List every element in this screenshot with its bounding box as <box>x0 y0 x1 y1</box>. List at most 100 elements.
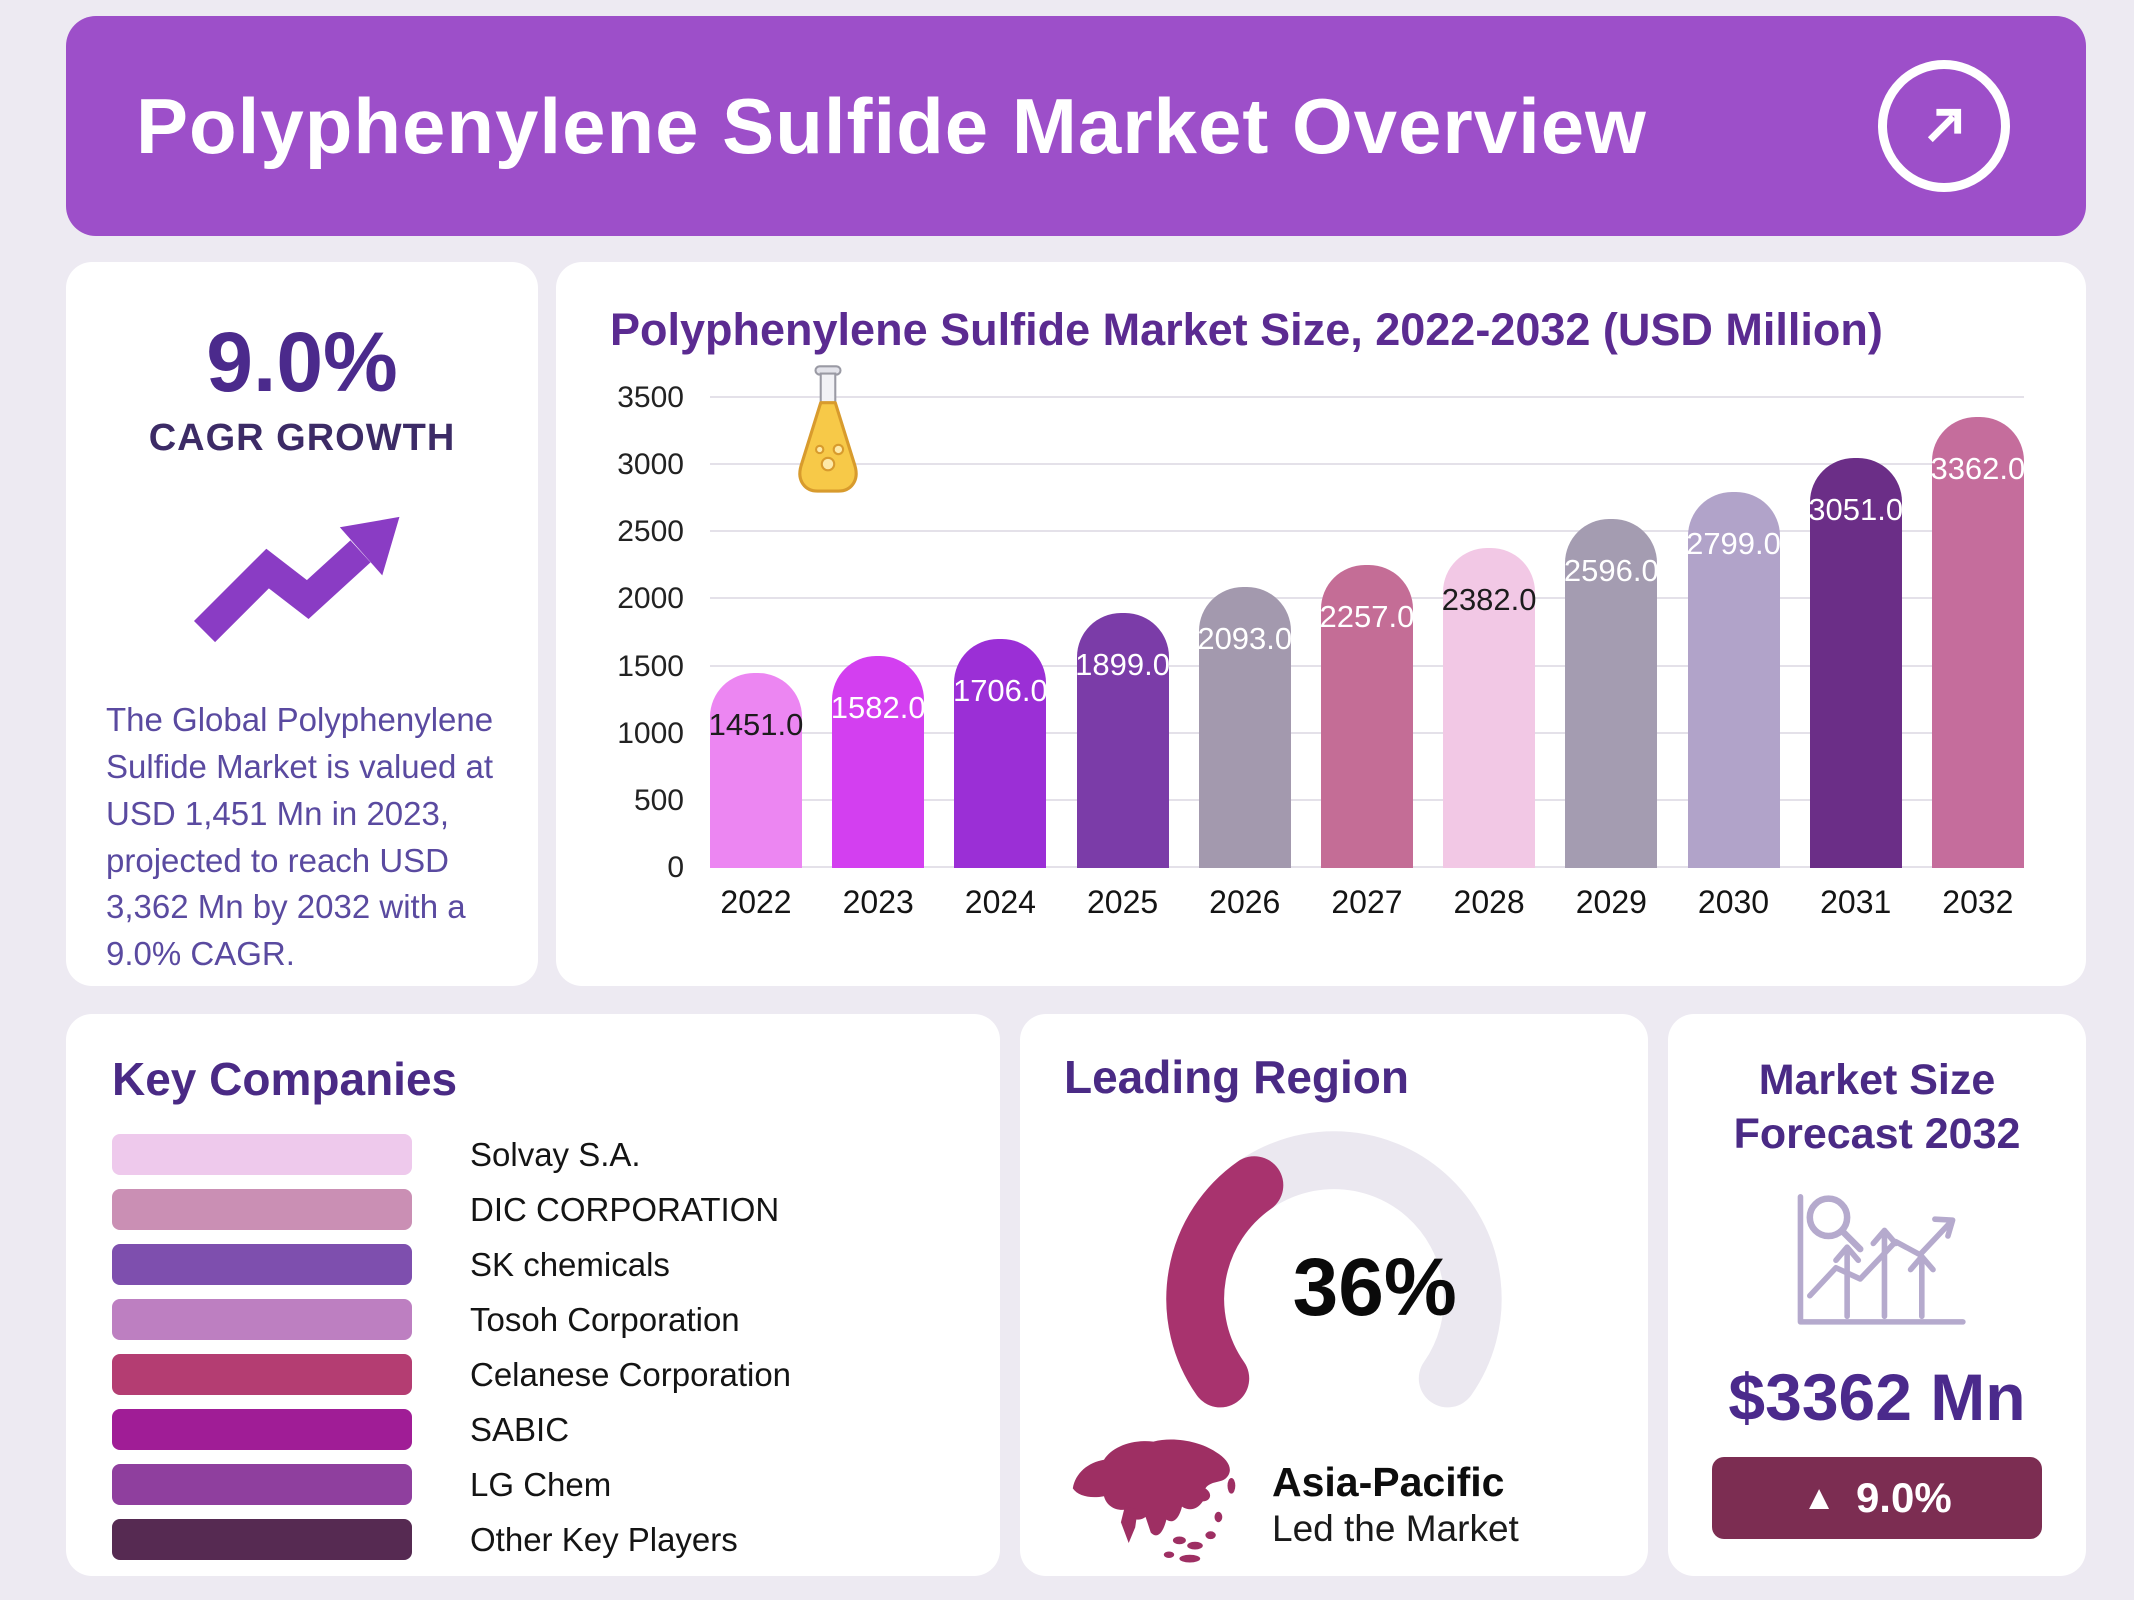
company-row: SABIC <box>112 1409 954 1450</box>
company-name: Other Key Players <box>470 1520 738 1558</box>
company-name: LG Chem <box>470 1465 612 1503</box>
x-tick-label: 2028 <box>1453 884 1525 920</box>
company-name: DIC CORPORATION <box>470 1190 780 1228</box>
company-color-bar <box>112 1299 412 1340</box>
cagr-description: The Global Polyphenylene Sulfide Market … <box>106 701 494 973</box>
x-tick-label: 2025 <box>1086 884 1159 920</box>
trending-up-arrow-icon <box>193 516 400 643</box>
company-color-bar <box>112 1409 412 1450</box>
company-row: Tosoh Corporation <box>112 1299 954 1340</box>
bar-value-label: 1706.0 <box>952 672 1048 708</box>
bar-2028: 2382.0 <box>1442 548 1537 868</box>
forecast-title: Market Size Forecast 2032 <box>1733 1056 2021 1158</box>
region-share-gauge: 36% <box>1112 1110 1556 1428</box>
x-tick-label: 2027 <box>1331 884 1403 920</box>
company-color-bar <box>112 1134 412 1175</box>
growth-badge: ▲ 9.0% <box>1712 1456 2042 1539</box>
gridline <box>710 463 2024 466</box>
y-tick-label: 1000 <box>617 716 684 750</box>
leading-region-card: Leading Region 36% Asia-Pacific Led the … <box>1020 1014 1648 1576</box>
bar-value-label: 1899.0 <box>1075 647 1170 682</box>
company-row: Celanese Corporation <box>112 1354 954 1395</box>
forecast-card: Market Size Forecast 2032 $3362 Mn ▲ 9.0… <box>1668 1014 2086 1576</box>
key-companies-title: Key Companies <box>112 1053 458 1105</box>
company-name: Celanese Corporation <box>470 1355 792 1393</box>
gauge-svg <box>1166 1131 1502 1408</box>
y-tick-label: 2500 <box>617 515 684 549</box>
y-tick-label: 3500 <box>617 381 684 414</box>
company-row: SK chemicals <box>112 1244 954 1285</box>
x-tick-label: 2029 <box>1575 884 1647 920</box>
gauge-fill <box>1166 1156 1284 1408</box>
bar-2024: 1706.0 <box>953 638 1048 868</box>
chart-y-axis: 0 500 1000 1500 2000 2500 3000 3500 <box>610 381 698 884</box>
chart-title: Polyphenylene Sulfide Market Size, 2022-… <box>610 304 1883 355</box>
market-size-chart-card: Polyphenylene Sulfide Market Size, 2022-… <box>556 262 2086 986</box>
external-link-button[interactable] <box>1878 60 2010 192</box>
bar-value-label: 2799.0 <box>1686 526 1781 562</box>
gridline <box>710 530 2024 533</box>
bar-value-label: 2257.0 <box>1319 598 1415 634</box>
region-name: Asia-Pacific <box>1272 1458 1505 1505</box>
x-tick-label: 2031 <box>1820 884 1892 920</box>
bar-value-label: 2382.0 <box>1441 582 1537 618</box>
bar-value-label: 1582.0 <box>830 689 926 725</box>
company-row: LG Chem <box>112 1464 954 1505</box>
company-color-bar <box>112 1189 412 1230</box>
company-row: DIC CORPORATION <box>112 1189 954 1230</box>
y-tick-label: 1500 <box>617 649 684 683</box>
x-tick-label: 2022 <box>720 884 792 920</box>
x-tick-label: 2024 <box>964 884 1036 920</box>
company-row: Solvay S.A. <box>112 1134 954 1175</box>
bar-2026: 2093.0 <box>1197 586 1292 868</box>
key-companies-card: Key Companies Solvay S.A. DIC CORPORATION… <box>66 1014 1000 1576</box>
bar-2032: 3362.0 <box>1930 416 2025 868</box>
up-triangle-icon: ▲ <box>1802 1478 1836 1517</box>
bar-value-label: 2596.0 <box>1563 553 1659 589</box>
x-tick-label: 2030 <box>1697 884 1770 920</box>
chart-plot: 1451.0 1582.0 1706.0 1899.0 2093.0 2257.0 2382… <box>709 365 2025 868</box>
company-name: SABIC <box>470 1410 570 1448</box>
cagr-value: 9.0% <box>206 315 398 409</box>
y-tick-label: 3000 <box>617 448 684 482</box>
x-tick-label: 2032 <box>1942 884 2014 920</box>
y-tick-label: 0 <box>667 851 684 884</box>
forecast-value: $3362 Mn <box>1728 1359 2026 1434</box>
growth-analysis-icon <box>1797 1193 1966 1325</box>
company-name: Solvay S.A. <box>470 1135 641 1173</box>
region-subtitle: Led the Market <box>1272 1507 1519 1549</box>
bar-chart: 0 500 1000 1500 2000 2500 3000 3500 1451.0 1582.… <box>610 365 2032 958</box>
asia-map-icon <box>1072 1439 1236 1563</box>
bar-2025: 1899.0 <box>1075 613 1170 868</box>
bar-value-label: 1451.0 <box>708 707 804 743</box>
flask-icon <box>798 365 858 493</box>
page-title: Polyphenylene Sulfide Market Overview <box>136 81 1647 170</box>
leading-region-title: Leading Region <box>1064 1051 1409 1103</box>
chart-bars: 1451.0 1582.0 1706.0 1899.0 2093.0 2257.0 2382… <box>709 398 2025 868</box>
bar-value-label: 3362.0 <box>1930 450 2026 486</box>
bar-value-label: 2093.0 <box>1197 620 1293 656</box>
x-tick-label: 2026 <box>1209 884 1281 920</box>
company-row: Other Key Players <box>112 1519 954 1560</box>
bar-2023: 1582.0 <box>831 655 926 868</box>
x-tick-label: 2023 <box>842 884 914 920</box>
arrow-up-right-icon <box>1927 108 1962 143</box>
region-detail: Asia-Pacific Led the Market <box>1064 1426 1604 1582</box>
bar-value-label: 3051.0 <box>1808 492 1904 528</box>
cagr-growth-card: 9.0% CAGR GROWTH The Global Polyphenylen… <box>66 262 538 986</box>
growth-badge-value: 9.0% <box>1855 1473 1952 1521</box>
bar-2030: 2799.0 <box>1686 492 1781 868</box>
company-list: Solvay S.A. DIC CORPORATION SK chemicals To… <box>112 1134 954 1560</box>
region-share-percent: 36% <box>1292 1242 1457 1334</box>
y-tick-label: 500 <box>633 783 684 817</box>
bar-2027: 2257.0 <box>1320 564 1414 868</box>
company-color-bar <box>112 1464 412 1505</box>
bar-2022: 1451.0 <box>709 673 803 868</box>
company-color-bar <box>112 1354 412 1395</box>
company-name: Tosoh Corporation <box>470 1300 740 1338</box>
header-banner: Polyphenylene Sulfide Market Overview <box>66 16 2086 236</box>
company-name: SK chemicals <box>470 1245 670 1283</box>
company-color-bar <box>112 1244 412 1285</box>
y-tick-label: 2000 <box>617 582 684 616</box>
bar-2029: 2596.0 <box>1564 519 1659 868</box>
